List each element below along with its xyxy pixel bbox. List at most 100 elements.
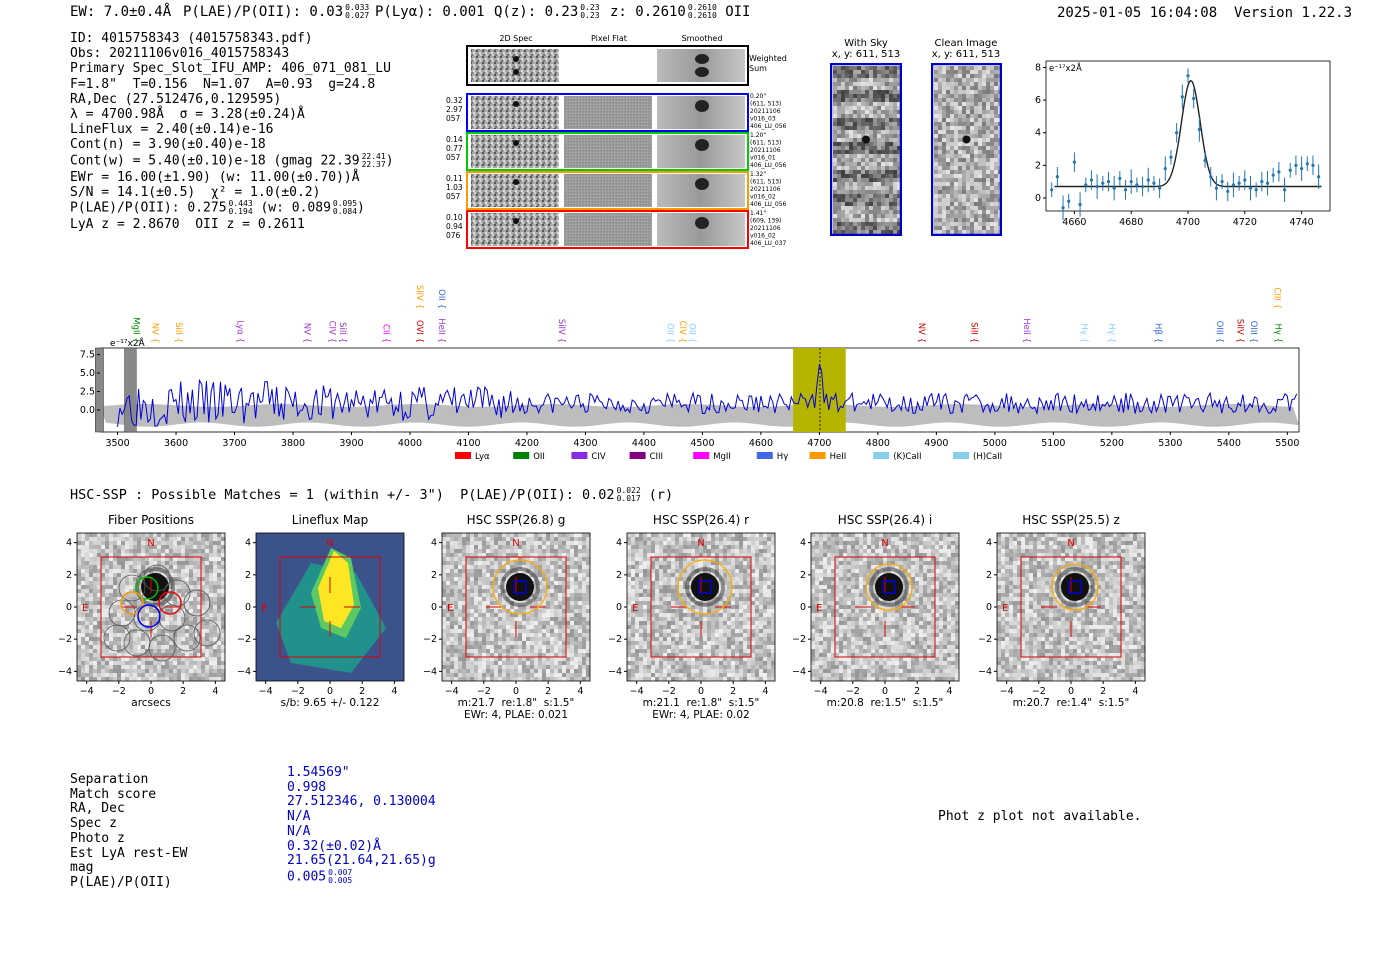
image-pixel — [574, 609, 578, 613]
zoom-data-point — [1175, 131, 1179, 135]
image-pixel — [514, 661, 518, 665]
image-pixel — [849, 70, 853, 74]
image-pixel — [141, 613, 145, 617]
image-pixel — [695, 561, 699, 565]
image-pixel — [209, 669, 213, 673]
image-pixel — [897, 114, 901, 118]
zoom-xtick-label: 4700 — [1176, 217, 1200, 228]
image-pixel — [893, 174, 897, 178]
image-pixel — [121, 673, 125, 677]
image-pixel — [994, 98, 998, 102]
image-pixel — [962, 82, 966, 86]
image-pixel — [934, 70, 938, 74]
image-pixel — [966, 114, 970, 118]
image-pixel — [663, 569, 667, 573]
image-pixel — [986, 114, 990, 118]
image-pixel — [849, 206, 853, 210]
image-pixel — [454, 609, 458, 613]
image-pixel — [193, 673, 197, 677]
image-pixel — [213, 545, 217, 549]
image-pixel — [165, 533, 169, 537]
image-pixel — [558, 561, 562, 565]
image-pixel — [209, 557, 213, 561]
image-pixel — [558, 605, 562, 609]
image-pixel — [446, 601, 450, 605]
image-pixel — [133, 617, 137, 621]
image-pixel — [185, 573, 189, 577]
image-pixel — [506, 613, 510, 617]
image-pixel — [837, 150, 841, 154]
image-pixel — [703, 561, 707, 565]
image-pixel — [522, 533, 526, 537]
zoom-data-point — [1248, 186, 1253, 190]
image-pixel — [462, 593, 466, 597]
image-pixel — [974, 170, 978, 174]
image-pixel — [574, 673, 578, 677]
image-pixel — [833, 114, 837, 118]
image-pixel — [578, 557, 582, 561]
image-pixel — [950, 206, 954, 210]
image-pixel — [157, 557, 161, 561]
image-pixel — [986, 150, 990, 154]
image-pixel — [869, 134, 873, 138]
image-pixel — [861, 90, 865, 94]
image-pixel — [833, 90, 837, 94]
image-pixel — [209, 585, 213, 589]
zoom-data-point — [1140, 184, 1145, 189]
image-pixel — [494, 649, 498, 653]
image-pixel — [873, 90, 877, 94]
image-pixel — [566, 533, 570, 537]
image-pixel — [205, 561, 209, 565]
image-pixel — [958, 150, 962, 154]
image-pixel — [534, 609, 538, 613]
image-pixel — [889, 218, 893, 222]
image-pixel — [566, 629, 570, 633]
image-pixel — [101, 553, 105, 557]
image-pixel — [462, 605, 466, 609]
image-pixel — [986, 218, 990, 222]
image-pixel — [221, 609, 225, 613]
image-pixel — [442, 601, 446, 605]
image-pixel — [470, 617, 474, 621]
image-pixel — [550, 669, 554, 673]
image-pixel — [490, 545, 494, 549]
image-pixel — [950, 122, 954, 126]
image-pixel — [966, 222, 970, 226]
image-pixel — [450, 613, 454, 617]
image-pixel — [683, 537, 687, 541]
image-pixel — [137, 661, 141, 665]
image-pixel — [938, 166, 942, 170]
image-pixel — [893, 202, 897, 206]
image-pixel — [482, 677, 486, 681]
legend-swatch — [873, 452, 890, 459]
image-pixel — [558, 545, 562, 549]
emission-line-label: OII { — [436, 289, 446, 309]
image-pixel — [759, 541, 763, 545]
image-pixel — [450, 573, 454, 577]
image-pixel — [877, 178, 881, 182]
image-pixel — [474, 669, 478, 673]
hsc-panel-image: NE4−42−200−22−44 — [237, 532, 405, 696]
image-pixel — [217, 537, 221, 541]
image-pixel — [462, 661, 466, 665]
image-pixel — [962, 198, 966, 202]
image-pixel — [205, 677, 209, 681]
image-pixel — [865, 118, 869, 122]
image-pixel — [751, 541, 755, 545]
image-pixel — [502, 553, 506, 557]
image-pixel — [161, 617, 165, 621]
image-pixel — [893, 198, 897, 202]
image-pixel — [193, 645, 197, 649]
image-pixel — [105, 629, 109, 633]
image-pixel — [578, 661, 582, 665]
image-pixel — [942, 126, 946, 130]
image-pixel — [970, 154, 974, 158]
image-pixel — [153, 617, 157, 621]
image-pixel — [137, 621, 141, 625]
image-pixel — [946, 146, 950, 150]
image-pixel — [833, 154, 837, 158]
image-pixel — [450, 629, 454, 633]
image-pixel — [169, 673, 173, 677]
image-pixel — [889, 146, 893, 150]
image-pixel — [534, 637, 538, 641]
